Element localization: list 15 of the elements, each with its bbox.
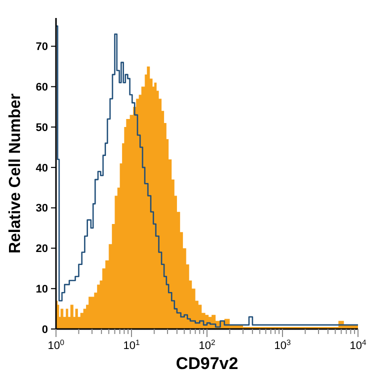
- x-tick-label: 10$^{4}$: [350, 338, 367, 352]
- x-tick-label: 10$^{0}$: [48, 338, 64, 352]
- x-tick-label: 10$^{2}$: [198, 338, 216, 352]
- y-tick-label: 10: [36, 283, 48, 296]
- y-tick-label: 30: [36, 202, 48, 215]
- y-tick-label: 60: [36, 82, 48, 94]
- y-tick-label: 0: [42, 324, 48, 336]
- x-tick-label: 10$^{3}$: [274, 338, 291, 352]
- y-axis-title: Relative Cell Number: [7, 93, 24, 254]
- x-axis-title: CD97v2: [176, 354, 238, 373]
- y-tick-label: 40: [36, 162, 48, 174]
- x-tick-label: 10$^{1}$: [123, 338, 140, 352]
- y-tick-label: 70: [36, 41, 48, 54]
- y-tick-label: 20: [36, 243, 48, 256]
- y-tick-label: 50: [36, 122, 48, 134]
